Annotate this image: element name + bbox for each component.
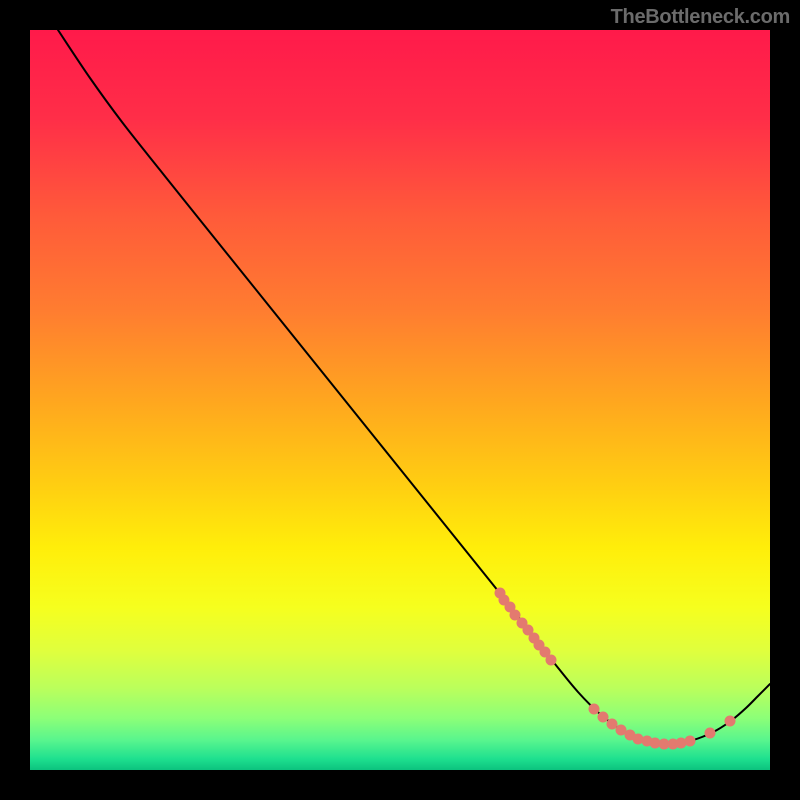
scatter-point bbox=[607, 719, 618, 730]
plot-area bbox=[30, 30, 770, 770]
scatter-point bbox=[598, 712, 609, 723]
chart-svg bbox=[30, 30, 770, 770]
scatter-point bbox=[546, 655, 557, 666]
scatter-point bbox=[589, 704, 600, 715]
scatter-point bbox=[705, 728, 716, 739]
scatter-point bbox=[685, 736, 696, 747]
scatter-point bbox=[725, 716, 736, 727]
gradient-background bbox=[30, 30, 770, 770]
watermark-text: TheBottleneck.com bbox=[611, 6, 790, 29]
